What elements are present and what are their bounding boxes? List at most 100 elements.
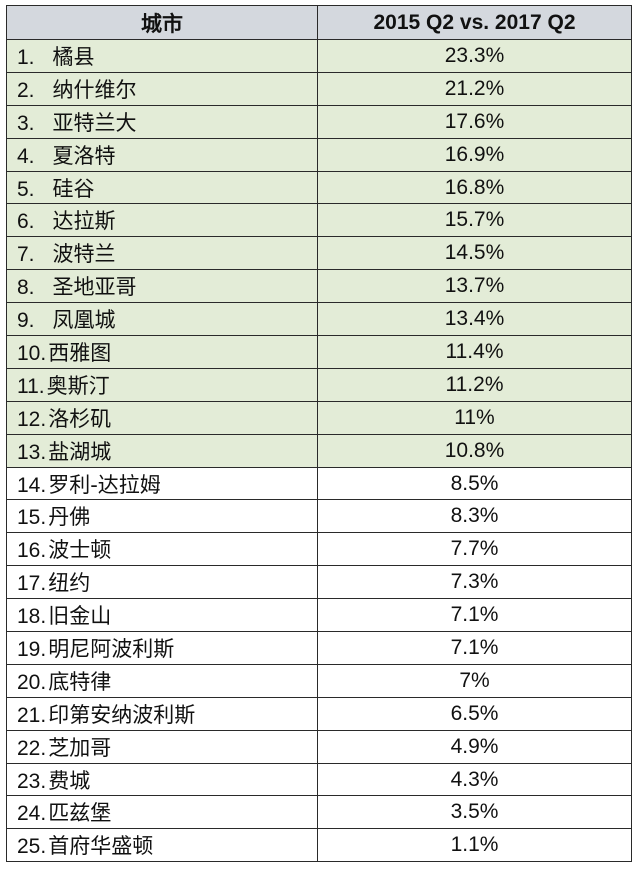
table-row: 12.洛杉矶 11% [6, 400, 632, 435]
rank-label: 4. [17, 144, 35, 168]
rank-label: 8. [17, 276, 35, 300]
city-name: 波特兰 [52, 242, 116, 267]
city-name: 亚特兰大 [52, 110, 137, 135]
table-row: 13.盐湖城 10.8% [6, 433, 632, 468]
growth-value: 7.7% [317, 532, 632, 567]
table-row: 2. 纳什维尔 21.2% [6, 71, 632, 106]
growth-value: 8.5% [317, 466, 632, 501]
table-row: 3. 亚特兰大 17.6% [6, 104, 632, 139]
city-cell: 22.芝加哥 [6, 729, 318, 764]
rank-label: 23. [17, 769, 47, 793]
rank-label: 10. [17, 341, 47, 365]
growth-value: 1.1% [317, 828, 632, 863]
city-cell: 19.明尼阿波利斯 [6, 631, 318, 665]
rank-label: 20. [17, 670, 47, 694]
city-cell: 18.旧金山 [6, 598, 318, 633]
rank-label: 12. [17, 407, 47, 431]
city-name: 底特律 [48, 669, 112, 694]
header-row: 城市 2015 Q2 vs. 2017 Q2 [6, 5, 632, 40]
growth-value: 14.5% [317, 236, 632, 271]
table-row: 18.旧金山 7.1% [6, 598, 632, 633]
growth-table: 城市 2015 Q2 vs. 2017 Q2 1. 橘县 23.3% 2. 纳什维尔 21… [6, 5, 632, 863]
rank-label: 18. [17, 605, 47, 629]
city-cell: 23.费城 [6, 762, 318, 797]
city-name: 旧金山 [48, 604, 112, 629]
city-name: 夏洛特 [52, 143, 116, 168]
growth-value: 13.4% [317, 302, 632, 337]
growth-value: 10.8% [317, 433, 632, 468]
growth-value: 7.1% [317, 598, 632, 633]
table-row: 17.纽约 7.3% [6, 565, 632, 600]
city-name: 首府华盛顿 [48, 834, 154, 859]
growth-value: 21.2% [317, 71, 632, 106]
rank-label: 1. [17, 45, 35, 69]
city-name: 印第安纳波利斯 [48, 702, 196, 727]
rank-label: 7. [17, 243, 35, 267]
city-cell: 25.首府华盛顿 [6, 828, 318, 863]
growth-value: 11% [317, 400, 632, 435]
city-cell: 16.波士顿 [6, 532, 318, 567]
city-cell: 10.西雅图 [6, 335, 318, 369]
table-row: 25.首府华盛顿 1.1% [6, 828, 632, 863]
growth-value: 13.7% [317, 269, 632, 304]
city-cell: 1. 橘县 [6, 39, 318, 73]
table-row: 10.西雅图 11.4% [6, 335, 632, 369]
growth-value: 7.3% [317, 565, 632, 600]
city-cell: 11.奥斯汀 [6, 367, 318, 402]
city-name: 圣地亚哥 [52, 275, 137, 300]
city-cell: 15.丹佛 [6, 499, 318, 534]
rank-label: 16. [17, 539, 47, 563]
city-cell: 3. 亚特兰大 [6, 104, 318, 139]
table-row: 19.明尼阿波利斯 7.1% [6, 631, 632, 665]
city-name: 费城 [48, 768, 91, 793]
city-name: 橘县 [52, 44, 95, 69]
city-cell: 5. 硅谷 [6, 170, 318, 205]
table-row: 14.罗利-达拉姆 8.5% [6, 466, 632, 501]
rank-label: 21. [17, 703, 47, 727]
rank-label: 11. [17, 374, 45, 398]
growth-value: 7% [317, 663, 632, 698]
growth-value: 17.6% [317, 104, 632, 139]
rank-label: 5. [17, 177, 35, 201]
city-name: 硅谷 [52, 176, 95, 201]
table-row: 11.奥斯汀 11.2% [6, 367, 632, 402]
city-cell: 9. 凤凰城 [6, 302, 318, 337]
table-row: 20.底特律 7% [6, 663, 632, 698]
city-name: 西雅图 [48, 340, 112, 365]
table-row: 7. 波特兰 14.5% [6, 236, 632, 271]
city-cell: 24.匹兹堡 [6, 795, 318, 830]
city-cell: 21.印第安纳波利斯 [6, 696, 318, 731]
rank-label: 17. [17, 572, 47, 596]
table-row: 24.匹兹堡 3.5% [6, 795, 632, 830]
city-name: 凤凰城 [52, 308, 116, 333]
header-city: 城市 [6, 5, 318, 40]
growth-value: 16.9% [317, 137, 632, 172]
table-row: 23.费城 4.3% [6, 762, 632, 797]
table-row: 22.芝加哥 4.9% [6, 729, 632, 764]
growth-value: 23.3% [317, 39, 632, 73]
table-row: 1. 橘县 23.3% [6, 39, 632, 73]
city-name: 罗利-达拉姆 [48, 472, 161, 497]
table-row: 8. 圣地亚哥 13.7% [6, 269, 632, 304]
table-row: 6. 达拉斯 15.7% [6, 203, 632, 238]
table-row: 21.印第安纳波利斯 6.5% [6, 696, 632, 731]
rank-label: 19. [17, 637, 47, 661]
rank-label: 25. [17, 835, 47, 859]
rank-label: 2. [17, 78, 35, 102]
rank-label: 15. [17, 506, 47, 530]
city-name: 明尼阿波利斯 [48, 636, 175, 661]
city-cell: 12.洛杉矶 [6, 400, 318, 435]
growth-value: 7.1% [317, 631, 632, 665]
city-cell: 4. 夏洛特 [6, 137, 318, 172]
city-cell: 17.纽约 [6, 565, 318, 600]
city-name: 达拉斯 [52, 209, 116, 234]
table-row: 4. 夏洛特 16.9% [6, 137, 632, 172]
city-cell: 14.罗利-达拉姆 [6, 466, 318, 501]
growth-value: 11.2% [317, 367, 632, 402]
header-period: 2015 Q2 vs. 2017 Q2 [317, 5, 632, 40]
table-row: 9. 凤凰城 13.4% [6, 302, 632, 337]
growth-value: 16.8% [317, 170, 632, 205]
city-name: 匹兹堡 [48, 801, 112, 826]
city-cell: 20.底特律 [6, 663, 318, 698]
